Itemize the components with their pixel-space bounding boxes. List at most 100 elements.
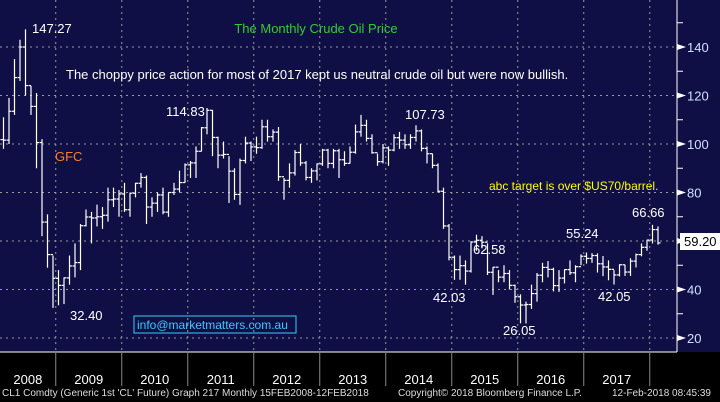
y-tick-label: 40	[687, 283, 701, 298]
ohlc-bar	[512, 284, 518, 303]
ohlc-bar	[50, 253, 56, 308]
ohlc-bar	[655, 226, 661, 245]
chart-subtitle: The choppy price action for most of 2017…	[66, 67, 568, 82]
y-tick-label: 20	[687, 331, 701, 346]
label-peak-2015: 62.58	[473, 242, 506, 257]
ohlc-bar	[331, 148, 336, 169]
ohlc-bar	[485, 241, 490, 275]
ohlc-bar	[39, 139, 45, 237]
ohlc-bar	[204, 108, 210, 135]
ohlc-bar	[0, 139, 1, 141]
ohlc-bar	[441, 187, 446, 229]
x-tick-label: 2013	[338, 372, 367, 387]
label-email: info@marketmatters.com.au	[137, 318, 288, 332]
ohlc-bar	[397, 131, 402, 149]
ohlc-bar	[105, 187, 111, 222]
label-low-2009: 32.40	[70, 308, 103, 323]
ohlc-bar	[446, 224, 452, 261]
label-peak-2014: 107.73	[405, 107, 445, 122]
ohlc-bar	[518, 294, 523, 324]
ohlc-bar	[408, 134, 413, 149]
ohlc-bar	[375, 152, 380, 166]
ohlc-bar	[595, 253, 600, 273]
ohlc-bar	[67, 255, 72, 285]
ohlc-bar	[314, 163, 320, 181]
ohlc-bar	[122, 182, 127, 212]
ohlc-bar	[419, 129, 424, 152]
y-tick-label: 80	[687, 186, 701, 201]
ohlc-bar	[490, 266, 496, 295]
ohlc-bar	[556, 270, 562, 292]
ohlc-bar	[265, 119, 270, 142]
ohlc-bar	[606, 260, 611, 281]
label-low-2015: 42.03	[433, 290, 466, 305]
ohlc-bar	[210, 109, 215, 157]
ohlc-bar	[435, 163, 441, 193]
ohlc-bar	[116, 190, 122, 217]
label-peak-2017: 55.24	[566, 226, 599, 241]
x-tick-label: 2014	[404, 372, 433, 387]
ohlc-bar	[155, 192, 160, 212]
footer-copyright: Copyright© 2018 Bloomberg Finance L.P.	[398, 388, 582, 399]
ohlc-bar	[1, 117, 6, 149]
ohlc-bar	[259, 119, 265, 149]
ohlc-bar	[23, 29, 28, 96]
label-peak-2018: 66.66	[632, 205, 665, 220]
ohlc-bar	[177, 170, 182, 193]
y-tick-label: 100	[687, 137, 709, 152]
ohlc-bar	[628, 258, 633, 276]
ohlc-bar	[17, 39, 23, 81]
x-tick-label: 2015	[470, 372, 499, 387]
ohlc-bar	[100, 207, 105, 229]
ohlc-bar	[78, 224, 83, 271]
ohlc-bar	[358, 114, 364, 137]
ohlc-bar	[127, 192, 133, 217]
ohlc-bar	[386, 146, 391, 166]
label-low-2017: 42.05	[598, 289, 631, 304]
ohlc-bar	[160, 187, 166, 215]
ohlc-bar	[578, 254, 584, 268]
ohlc-bar	[457, 255, 463, 280]
ohlc-bar	[545, 261, 551, 278]
ohlc-bar	[479, 236, 485, 249]
ohlc-bar	[199, 127, 204, 152]
y-tick-marker	[677, 92, 686, 99]
label-gfc: GFC	[55, 149, 82, 164]
ohlc-bar	[188, 160, 193, 178]
ohlc-bar	[56, 270, 61, 306]
ohlc-bar	[215, 136, 221, 169]
ohlc-bar	[611, 268, 617, 285]
y-axis-background	[677, 0, 720, 352]
ohlc-bar	[34, 93, 39, 169]
ohlc-bar	[380, 144, 386, 164]
ohlc-bar	[111, 187, 116, 208]
y-tick-marker	[677, 44, 686, 50]
email-box	[133, 315, 297, 334]
y-tick-label: 120	[687, 89, 709, 104]
ohlc-bar	[507, 270, 512, 290]
ohlc-bar	[166, 191, 171, 217]
ohlc-bar	[600, 256, 606, 277]
ohlc-bar	[325, 148, 331, 169]
last-price-tag: 59.20	[680, 233, 720, 250]
footer-timestamp: 12-Feb-2018 08:45:39	[612, 388, 711, 399]
ohlc-bar	[391, 134, 397, 152]
ohlc-bar	[309, 168, 314, 183]
ohlc-bar	[287, 163, 292, 188]
ohlc-bar	[633, 253, 639, 268]
ohlc-bar	[28, 84, 34, 115]
ohlc-bar	[89, 211, 94, 244]
y-tick-marker	[677, 141, 686, 147]
ohlc-bar	[281, 176, 287, 200]
ohlc-bar	[617, 264, 622, 277]
label-low-2016: 26.05	[503, 323, 536, 338]
ohlc-bar	[413, 125, 419, 142]
ohlc-bar	[523, 301, 529, 324]
ohlc-bar	[237, 158, 243, 205]
x-tick-label: 2011	[207, 372, 235, 387]
ohlc-bar	[292, 150, 298, 176]
ohlc-bar	[584, 252, 589, 264]
ohlc-bar	[45, 214, 50, 268]
ohlc-bar	[226, 153, 232, 203]
